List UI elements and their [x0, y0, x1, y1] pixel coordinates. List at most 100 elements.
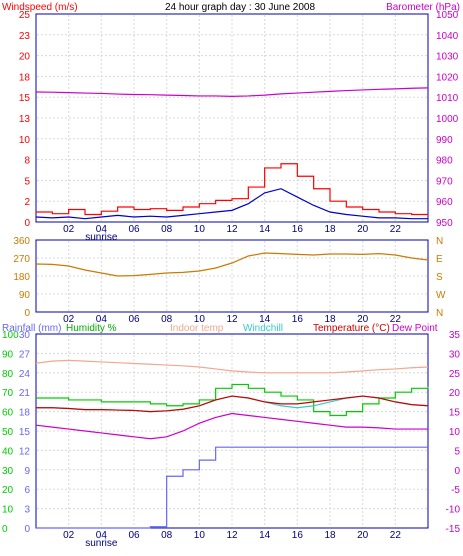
tick-label-rainfall: 21: [19, 388, 31, 399]
x-tick-label: 02: [63, 314, 75, 325]
x-tick-label: 12: [226, 224, 238, 235]
series-temperature: [36, 395, 429, 413]
x-tick-label: 22: [390, 530, 402, 541]
tick-label-rainfall: 30: [19, 330, 31, 341]
x-tick-label: 06: [128, 224, 140, 235]
tick-label-barometer: 1040: [436, 31, 459, 42]
tick-label-temperature: -15: [446, 524, 461, 535]
x-tick-label: 04: [96, 224, 108, 235]
x-tick-label: 04: [96, 314, 108, 325]
tick-label-humidity: 90: [2, 349, 14, 360]
tick-label-barometer: 990: [436, 135, 453, 146]
tick-label-direction: 180: [13, 272, 30, 283]
x-tick-label: 12: [226, 314, 238, 325]
tick-label-humidity: 10: [2, 505, 14, 516]
tick-label-compass: N: [436, 308, 443, 319]
legend-indoor-temp: Indoor temp: [170, 323, 224, 334]
series-wind-avg: [35, 188, 428, 220]
tick-label-humidity: 100: [2, 330, 19, 341]
tick-label-windspeed: 8: [24, 156, 30, 167]
x-tick-label: 18: [324, 530, 336, 541]
series-barometer: [35, 87, 429, 97]
tick-label-compass: N: [436, 236, 443, 247]
tick-label-direction: 0: [24, 308, 30, 319]
tick-label-temperature: 30: [449, 349, 461, 360]
x-tick-label: 22: [390, 314, 402, 325]
tick-label-humidity: 50: [2, 427, 14, 438]
x-tick-label: 18: [324, 314, 336, 325]
x-tick-label: 20: [357, 314, 369, 325]
tick-label-temperature: 15: [449, 408, 461, 419]
chart-title: 24 hour graph day : 30 June 2008: [165, 2, 316, 13]
x-tick-label: 16: [292, 224, 304, 235]
x-tick-label: 12: [226, 530, 238, 541]
tick-label-compass: W: [436, 290, 446, 301]
tick-label-barometer: 980: [436, 156, 453, 167]
tick-label-rainfall: 9: [24, 466, 30, 477]
tick-label-rainfall: 24: [19, 369, 31, 380]
x-tick-label: 04: [96, 530, 108, 541]
series-rainfall: [36, 446, 428, 529]
tick-label-rainfall: 0: [24, 524, 30, 535]
tick-label-barometer: 1050: [436, 10, 459, 21]
tick-label-direction: 270: [13, 254, 30, 265]
tick-label-barometer: 1030: [436, 52, 459, 63]
windspeed-axis-title: Windspeed (m/s): [2, 2, 78, 13]
x-tick-label: 10: [194, 530, 206, 541]
tick-label-direction: 90: [19, 290, 31, 301]
tick-label-rainfall: 18: [19, 408, 31, 419]
tick-label-windspeed: 10: [19, 135, 31, 146]
tick-label-temperature: 25: [449, 369, 461, 380]
x-tick-label: 08: [161, 224, 173, 235]
tick-label-windspeed: 5: [24, 176, 30, 187]
tick-label-windspeed: 2: [24, 197, 30, 208]
legend-dew-point: Dew Point: [392, 323, 438, 334]
x-tick-label: 14: [259, 224, 271, 235]
barometer-axis-title: Barometer (hPa): [386, 2, 460, 13]
series-wind-gust: [36, 163, 429, 216]
x-tick-label: 22: [390, 224, 402, 235]
x-tick-label: 10: [194, 224, 206, 235]
series-humidity: [36, 383, 429, 417]
tick-label-rainfall: 6: [24, 485, 30, 496]
tick-label-compass: S: [436, 272, 443, 283]
chart-marks: 0258101315182023259509609709809901000101…: [2, 10, 460, 549]
tick-label-barometer: 1010: [436, 93, 459, 104]
x-tick-label: 18: [324, 224, 336, 235]
x-tick-label: 20: [357, 224, 369, 235]
tick-label-direction: 360: [13, 236, 30, 247]
tick-label-barometer: 970: [436, 176, 453, 187]
tick-label-windspeed: 25: [19, 10, 31, 21]
x-tick-label: 16: [292, 314, 304, 325]
x-tick-label: 14: [259, 530, 271, 541]
tick-label-temperature: 0: [454, 466, 460, 477]
series-wind-direction: [35, 252, 429, 277]
tick-label-barometer: 1020: [436, 72, 459, 83]
tick-label-humidity: 80: [2, 369, 14, 380]
x-tick-label: 06: [128, 530, 140, 541]
x-tick-label: 16: [292, 530, 304, 541]
tick-label-temperature: -5: [451, 485, 460, 496]
legend-windchill: Windchill: [243, 323, 283, 334]
tick-label-windspeed: 13: [19, 114, 31, 125]
tick-label-humidity: 70: [2, 388, 14, 399]
tick-label-rainfall: 27: [19, 349, 31, 360]
tick-label-temperature: 10: [449, 427, 461, 438]
legend-humidity: Humidity %: [66, 323, 117, 334]
tick-label-rainfall: 3: [24, 505, 30, 516]
x-tick-label: 10: [194, 314, 206, 325]
tick-label-windspeed: 15: [19, 93, 31, 104]
tick-label-humidity: 0: [2, 524, 8, 535]
tick-label-humidity: 20: [2, 485, 14, 496]
x-sub-label: sunrise: [85, 538, 118, 549]
tick-label-barometer: 1000: [436, 114, 459, 125]
tick-label-barometer: 960: [436, 197, 453, 208]
tick-label-rainfall: 12: [19, 446, 31, 457]
tick-label-rainfall: 15: [19, 427, 31, 438]
x-tick-label: 02: [63, 530, 75, 541]
tick-label-windspeed: 20: [19, 52, 31, 63]
tick-label-barometer: 950: [436, 218, 453, 229]
series-dew-point: [35, 412, 428, 440]
